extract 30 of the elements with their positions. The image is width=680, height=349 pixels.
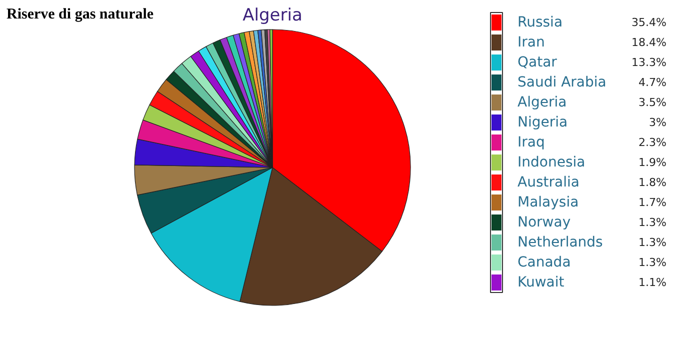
- chart-title: Riserve di gas naturale: [6, 6, 154, 22]
- legend-label: Nigeria: [518, 114, 568, 130]
- data-label: 4.7%: [638, 76, 667, 89]
- data-label: 2.3%: [638, 136, 667, 149]
- data-label: 1.9%: [638, 156, 667, 169]
- legend-label: Netherlands: [518, 234, 603, 250]
- legend-label: Iraq: [518, 134, 545, 150]
- data-label: 13.3%: [632, 56, 667, 69]
- data-label: 3.5%: [638, 96, 667, 109]
- legend-label: Canada: [518, 254, 571, 270]
- legend-label: Norway: [518, 214, 571, 230]
- data-label: 1.3%: [638, 216, 667, 229]
- legend-label: Australia: [518, 174, 580, 190]
- legend-label: Indonesia: [518, 154, 586, 170]
- legend-label: Russia: [518, 14, 563, 30]
- data-label: 1.3%: [638, 256, 667, 269]
- data-label: 35.4%: [632, 16, 667, 29]
- legend-label: Saudi Arabia: [518, 74, 606, 90]
- data-label: 1.8%: [638, 176, 667, 189]
- data-label: 1.3%: [638, 236, 667, 249]
- legend-label: Qatar: [518, 54, 558, 70]
- data-label: 1.1%: [638, 276, 667, 289]
- legend-label: Iran: [518, 34, 545, 50]
- text: Algeria: [242, 6, 302, 26]
- legend-label: Malaysia: [518, 194, 579, 210]
- legend-label: Algeria: [518, 94, 567, 110]
- data-label: 18.4%: [632, 36, 667, 49]
- data-label: 1.7%: [638, 196, 667, 209]
- data-label: 3%: [649, 116, 666, 129]
- legend-label: Kuwait: [518, 274, 565, 290]
